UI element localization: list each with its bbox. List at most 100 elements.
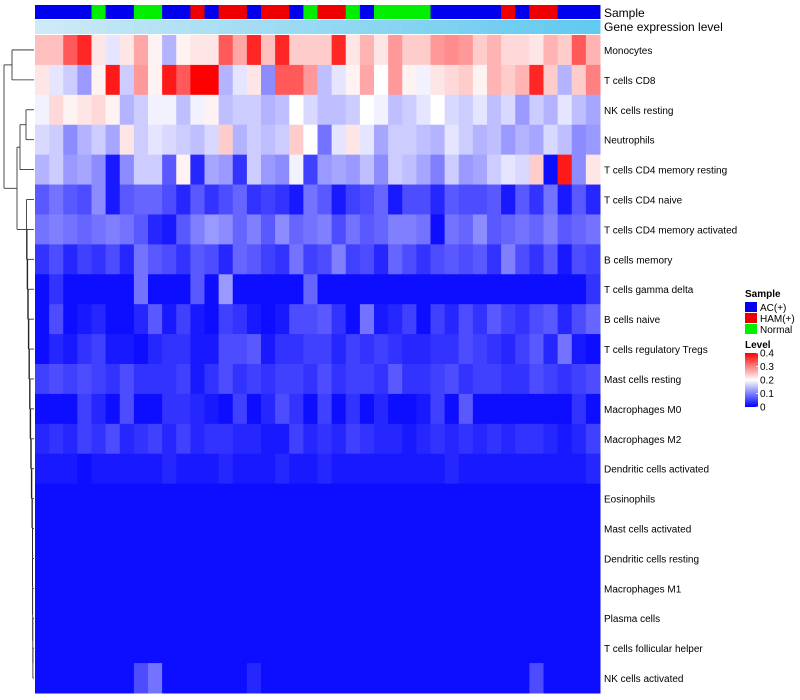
sample-annotation-track xyxy=(35,5,601,19)
heatmap-cell xyxy=(374,453,389,485)
heatmap-cell xyxy=(585,393,601,425)
heatmap-cell xyxy=(543,274,559,305)
heatmap-cell xyxy=(529,124,544,156)
heatmap-cell xyxy=(35,603,50,634)
heatmap-cell xyxy=(388,184,403,215)
heatmap-cell xyxy=(317,35,333,66)
heatmap-cell xyxy=(91,274,107,305)
heatmap-cell xyxy=(105,663,121,694)
heatmap-cell xyxy=(148,633,163,664)
heatmap-cell xyxy=(359,603,375,634)
sample-cell xyxy=(91,5,107,19)
heatmap-cell xyxy=(91,244,107,275)
heatmap-cell xyxy=(515,573,530,604)
heatmap-cell xyxy=(275,633,290,664)
row-label: Mast cells activated xyxy=(604,525,691,536)
heatmap-cell xyxy=(35,453,50,485)
heatmap-cell xyxy=(487,453,502,485)
heatmap-cell xyxy=(148,603,163,634)
heatmap-cell xyxy=(515,304,530,335)
expression-cell xyxy=(303,20,318,34)
heatmap-cell xyxy=(557,603,573,634)
expression-cell xyxy=(571,20,587,34)
heatmap-cell xyxy=(458,154,474,186)
heatmap-cell xyxy=(35,214,50,245)
heatmap-cell xyxy=(246,304,262,335)
heatmap-cell xyxy=(501,423,516,455)
expression-cell xyxy=(557,20,573,34)
heatmap-cell xyxy=(133,64,149,96)
heatmap-cell xyxy=(585,334,601,365)
heatmap-cell xyxy=(49,94,64,126)
heatmap-cell xyxy=(557,64,573,96)
heatmap-cell xyxy=(105,603,121,634)
heatmap-cell xyxy=(501,64,516,96)
sample-cell xyxy=(176,5,191,19)
heatmap-cell xyxy=(162,483,177,515)
heatmap-cell xyxy=(543,35,559,66)
heatmap-cell xyxy=(246,94,262,126)
heatmap-cell xyxy=(218,35,234,66)
heatmap-cell xyxy=(557,393,573,425)
heatmap-cell xyxy=(289,274,304,305)
heatmap-cell xyxy=(430,393,446,425)
heatmap-cell xyxy=(529,154,544,186)
heatmap-cell xyxy=(345,663,361,694)
heatmap-cell xyxy=(289,94,304,126)
heatmap-cell xyxy=(289,244,304,275)
heatmap-cell xyxy=(133,244,149,275)
track-label-sample: Sample xyxy=(604,6,645,20)
heatmap-cell xyxy=(430,453,446,485)
heatmap-cell xyxy=(571,483,587,515)
heatmap-cell xyxy=(472,214,488,245)
heatmap-cell xyxy=(303,633,318,664)
heatmap-cell xyxy=(557,334,573,365)
sample-cell xyxy=(345,5,361,19)
heatmap-cell xyxy=(430,423,446,455)
heatmap-cell xyxy=(204,483,220,515)
sample-cell xyxy=(571,5,587,19)
heatmap-cell xyxy=(275,184,290,215)
heatmap-cell xyxy=(190,513,205,544)
expression-cell xyxy=(176,20,191,34)
heatmap-cell xyxy=(402,364,417,395)
heatmap-cell xyxy=(543,184,559,215)
row-label: T cells follicular helper xyxy=(604,644,703,655)
heatmap-cell xyxy=(388,154,403,186)
heatmap-cell xyxy=(359,393,375,425)
heatmap-cell xyxy=(331,663,347,694)
heatmap-cell xyxy=(458,633,474,664)
heatmap-cell xyxy=(359,35,375,66)
heatmap-cell xyxy=(557,423,573,455)
heatmap-cell xyxy=(402,35,417,66)
heatmap-cell xyxy=(176,483,191,515)
heatmap-cell xyxy=(543,483,559,515)
heatmap-cell xyxy=(303,483,318,515)
row-label: Dendritic cells activated xyxy=(604,465,709,476)
heatmap-cell xyxy=(49,184,64,215)
heatmap-cell xyxy=(148,513,163,544)
heatmap-cell xyxy=(458,453,474,485)
heatmap-cell xyxy=(331,513,347,544)
heatmap-cell xyxy=(317,513,333,544)
heatmap-cell xyxy=(501,633,516,664)
heatmap-cell xyxy=(133,154,149,186)
heatmap-cell xyxy=(430,244,446,275)
heatmap-cell xyxy=(487,423,502,455)
level-legend-tick-label: 0.4 xyxy=(760,349,774,360)
heatmap-cell xyxy=(190,364,205,395)
heatmap-cell xyxy=(444,64,460,96)
heatmap-cell xyxy=(472,483,488,515)
expression-cell xyxy=(416,20,431,34)
heatmap-cell xyxy=(571,573,587,604)
heatmap-cell xyxy=(557,124,573,156)
heatmap-cell xyxy=(63,393,78,425)
heatmap-cell xyxy=(261,244,276,275)
heatmap-cell xyxy=(63,483,78,515)
heatmap-cell xyxy=(317,334,333,365)
heatmap-cell xyxy=(472,184,488,215)
heatmap-cell xyxy=(557,214,573,245)
heatmap-cell xyxy=(416,573,431,604)
heatmap-cell xyxy=(91,35,107,66)
heatmap-cell xyxy=(430,304,446,335)
